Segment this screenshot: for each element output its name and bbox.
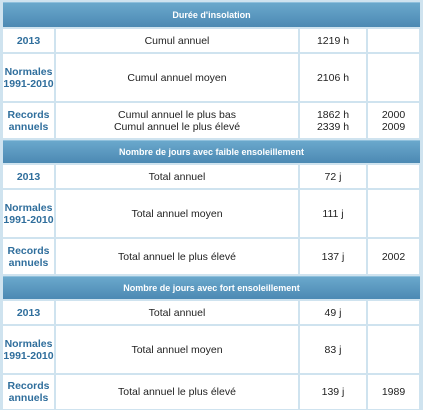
year-cell <box>368 301 419 324</box>
table-row: 2013 Total annuel 72 j <box>3 165 420 188</box>
table-row: Records annuels Cumul annuel le plus bas… <box>3 103 420 138</box>
period-cell: 2013 <box>3 301 54 324</box>
period-cell: Records annuels <box>3 239 54 274</box>
label-cell: Total annuel le plus élevé <box>56 375 298 409</box>
value-line: 1862 h <box>316 108 350 121</box>
label-cell: Cumul annuel le plus bas Cumul annuel le… <box>56 103 298 138</box>
table-row: Normales 1991-2010 Total annuel moyen 83… <box>3 326 420 373</box>
table-row: Records annuels Total annuel le plus éle… <box>3 239 420 274</box>
value-cell: 1862 h 2339 h <box>300 103 366 138</box>
year-line: 2009 <box>381 120 406 133</box>
table-row: Normales 1991-2010 Total annuel moyen 11… <box>3 190 420 237</box>
label-cell: Total annuel moyen <box>56 326 298 373</box>
value-cell: 2106 h <box>300 54 366 101</box>
label-cell: Cumul annuel moyen <box>56 54 298 101</box>
value-cell: 139 j <box>300 375 366 409</box>
label-cell: Total annuel <box>56 301 298 324</box>
year-cell <box>368 326 419 373</box>
value-cell: 137 j <box>300 239 366 274</box>
period-cell: Normales 1991-2010 <box>3 54 54 101</box>
value-cell: 83 j <box>300 326 366 373</box>
label-cell: Total annuel moyen <box>56 190 298 237</box>
label-line: Cumul annuel le plus élevé <box>113 120 241 133</box>
table-row: Normales 1991-2010 Cumul annuel moyen 21… <box>3 54 420 101</box>
year-cell <box>368 54 419 101</box>
value-cell: 1219 h <box>300 29 366 52</box>
table-row: 2013 Total annuel 49 j <box>3 301 420 324</box>
period-cell: Normales 1991-2010 <box>3 326 54 373</box>
table-row: 2013 Cumul annuel 1219 h <box>3 29 420 52</box>
year-cell <box>368 165 419 188</box>
year-line: 2000 <box>381 108 406 121</box>
label-line: Cumul annuel le plus bas <box>118 108 236 121</box>
period-cell: 2013 <box>3 29 54 52</box>
label-cell: Total annuel le plus élevé <box>56 239 298 274</box>
period-cell: 2013 <box>3 165 54 188</box>
period-cell: Records annuels <box>3 103 54 138</box>
table-row: Records annuels Total annuel le plus éle… <box>3 375 420 409</box>
label-cell: Cumul annuel <box>56 29 298 52</box>
value-cell: 49 j <box>300 301 366 324</box>
section-title-fort: Nombre de jours avec fort ensoleillement <box>3 276 420 299</box>
year-cell <box>368 29 419 52</box>
year-cell: 2002 <box>368 239 419 274</box>
section-title-insolation: Durée d'insolation <box>3 2 420 27</box>
period-cell: Records annuels <box>3 375 54 409</box>
year-cell <box>368 190 419 237</box>
value-cell: 72 j <box>300 165 366 188</box>
period-cell: Normales 1991-2010 <box>3 190 54 237</box>
year-cell: 2000 2009 <box>368 103 419 138</box>
label-cell: Total annuel <box>56 165 298 188</box>
value-cell: 111 j <box>300 190 366 237</box>
year-cell: 1989 <box>368 375 419 409</box>
section-title-faible: Nombre de jours avec faible ensoleilleme… <box>3 140 420 163</box>
value-line: 2339 h <box>316 120 350 133</box>
